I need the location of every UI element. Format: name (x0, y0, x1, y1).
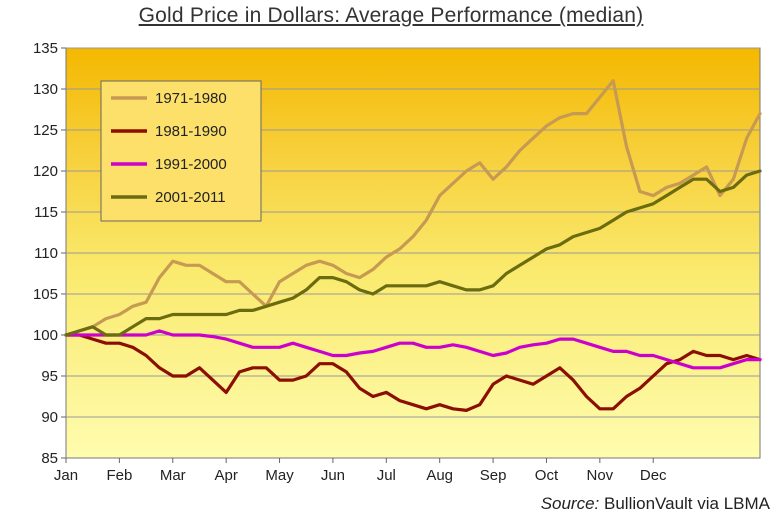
x-tick-label: Sep (480, 467, 507, 484)
y-tick-label: 90 (41, 409, 58, 426)
y-tick-label: 95 (41, 368, 58, 385)
x-tick-label: Oct (535, 467, 559, 484)
legend-label: 1981-1990 (155, 123, 227, 140)
y-tick-label: 125 (33, 122, 58, 139)
x-tick-label: Apr (214, 467, 237, 484)
series-line-1971-1980 (64, 79, 762, 337)
legend: 1971-1980 1981-1990 1991-2000 2001-2011 (100, 80, 262, 222)
x-tick-label: Nov (587, 467, 614, 484)
x-tick-label: May (265, 467, 294, 484)
y-tick-label: 100 (33, 327, 58, 344)
x-tick-label: Mar (160, 467, 186, 484)
x-tick-label: Feb (106, 467, 132, 484)
x-tick-label: Jul (377, 467, 396, 484)
y-tick-label: 110 (34, 245, 58, 262)
y-tick-label: 130 (33, 81, 58, 98)
source-note: Source: BullionVault via LBMA (541, 494, 770, 514)
series-line-1991-2000 (64, 329, 762, 370)
y-tick-label: 85 (41, 450, 58, 467)
legend-label: 1991-2000 (155, 156, 227, 173)
x-tick-label: Jun (321, 467, 345, 484)
series-lines (64, 79, 762, 412)
x-tick-label: Jan (54, 467, 78, 484)
source-label: Source: (540, 494, 600, 513)
axes: 85 90 95 100 105 110 115 120 125 130 135 Jan Feb Mar A… (33, 40, 667, 484)
y-tick-label: 105 (33, 286, 58, 303)
source-text: BullionVault via LBMA (599, 494, 770, 513)
series-line-1981-1990 (64, 333, 762, 412)
y-tick-label: 135 (33, 40, 58, 57)
series-line-2001-2011 (64, 169, 762, 337)
legend-label: 2001-2011 (155, 189, 226, 206)
legend-label: 1971-1980 (155, 90, 227, 107)
y-tick-label: 115 (34, 204, 58, 221)
x-tick-label: Dec (640, 467, 667, 484)
y-tick-label: 120 (33, 163, 58, 180)
chart-title: Gold Price in Dollars: Average Performan… (138, 4, 644, 27)
x-tick-label: Aug (426, 467, 453, 484)
